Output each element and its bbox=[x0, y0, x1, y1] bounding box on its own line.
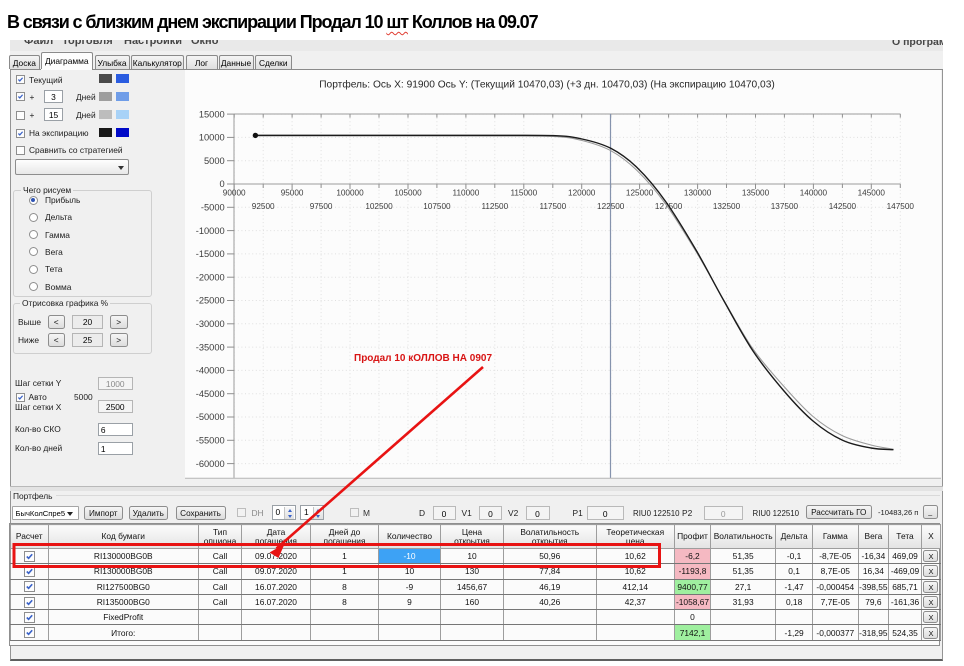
svg-text:100000: 100000 bbox=[336, 189, 364, 198]
svg-text:132500: 132500 bbox=[713, 202, 741, 211]
svg-text:92500: 92500 bbox=[252, 202, 275, 211]
svg-text:135000: 135000 bbox=[742, 189, 770, 198]
svg-text:137500: 137500 bbox=[771, 202, 799, 211]
svg-text:107500: 107500 bbox=[423, 202, 451, 211]
svg-text:117500: 117500 bbox=[539, 202, 566, 211]
svg-text:142500: 142500 bbox=[829, 202, 857, 211]
svg-text:147500: 147500 bbox=[887, 202, 915, 211]
svg-text:-60000: -60000 bbox=[196, 459, 225, 469]
svg-text:145000: 145000 bbox=[858, 189, 886, 198]
svg-text:-15000: -15000 bbox=[196, 249, 225, 259]
svg-text:120000: 120000 bbox=[568, 189, 596, 198]
svg-text:0: 0 bbox=[220, 179, 225, 189]
svg-text:90000: 90000 bbox=[223, 189, 246, 198]
svg-text:Портфель: Ось X: 91900 Ось Y:: Портфель: Ось X: 91900 Ось Y: (Текущий 1… bbox=[319, 79, 775, 91]
svg-text:-25000: -25000 bbox=[196, 296, 225, 306]
svg-text:-55000: -55000 bbox=[196, 436, 225, 446]
svg-text:-50000: -50000 bbox=[196, 412, 225, 422]
svg-text:15000: 15000 bbox=[199, 109, 225, 119]
svg-text:-10000: -10000 bbox=[196, 226, 225, 236]
svg-text:110000: 110000 bbox=[453, 189, 480, 198]
svg-text:97500: 97500 bbox=[310, 202, 333, 211]
svg-text:-45000: -45000 bbox=[196, 389, 225, 399]
svg-text:-5000: -5000 bbox=[201, 203, 225, 213]
svg-text:130000: 130000 bbox=[684, 189, 712, 198]
svg-text:5000: 5000 bbox=[204, 156, 225, 166]
svg-text:10000: 10000 bbox=[199, 133, 225, 143]
svg-text:-35000: -35000 bbox=[196, 342, 225, 352]
svg-text:-40000: -40000 bbox=[196, 366, 225, 376]
svg-text:-30000: -30000 bbox=[196, 319, 225, 329]
svg-text:-20000: -20000 bbox=[196, 272, 225, 282]
svg-text:95000: 95000 bbox=[281, 189, 304, 198]
svg-text:125000: 125000 bbox=[626, 189, 654, 198]
svg-text:115000: 115000 bbox=[510, 189, 537, 198]
svg-text:105000: 105000 bbox=[394, 189, 422, 198]
svg-text:102500: 102500 bbox=[365, 202, 393, 211]
svg-text:112500: 112500 bbox=[481, 202, 508, 211]
svg-text:140000: 140000 bbox=[800, 189, 828, 198]
